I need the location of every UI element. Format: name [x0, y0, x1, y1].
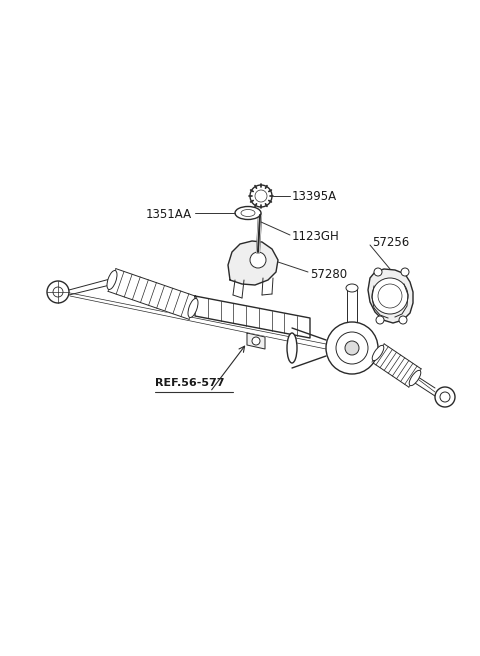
Text: REF.56-577: REF.56-577	[155, 378, 225, 388]
Ellipse shape	[409, 370, 421, 386]
Circle shape	[401, 268, 409, 276]
Ellipse shape	[241, 209, 255, 216]
Text: 13395A: 13395A	[292, 190, 337, 203]
Circle shape	[345, 341, 359, 355]
Circle shape	[378, 284, 402, 308]
Polygon shape	[195, 296, 310, 338]
Circle shape	[53, 287, 63, 297]
Circle shape	[255, 190, 267, 202]
Circle shape	[336, 332, 368, 364]
Text: 57256: 57256	[372, 236, 409, 249]
Ellipse shape	[107, 270, 117, 289]
Circle shape	[374, 268, 382, 276]
Circle shape	[47, 281, 69, 303]
Circle shape	[440, 392, 450, 402]
Ellipse shape	[372, 345, 384, 361]
Text: 1123GH: 1123GH	[292, 230, 340, 243]
Text: 1351AA: 1351AA	[146, 207, 192, 220]
Text: 57280: 57280	[310, 268, 347, 281]
Circle shape	[399, 316, 407, 324]
Ellipse shape	[287, 333, 297, 363]
Polygon shape	[368, 269, 413, 323]
Polygon shape	[247, 333, 265, 349]
Polygon shape	[108, 269, 197, 319]
Polygon shape	[372, 344, 421, 387]
Circle shape	[252, 337, 260, 345]
Ellipse shape	[346, 284, 358, 292]
Ellipse shape	[188, 298, 198, 318]
Circle shape	[326, 322, 378, 374]
Circle shape	[435, 387, 455, 407]
Polygon shape	[228, 241, 278, 285]
Circle shape	[372, 278, 408, 314]
Ellipse shape	[235, 207, 261, 220]
Circle shape	[376, 316, 384, 324]
Circle shape	[250, 252, 266, 268]
Circle shape	[250, 185, 272, 207]
